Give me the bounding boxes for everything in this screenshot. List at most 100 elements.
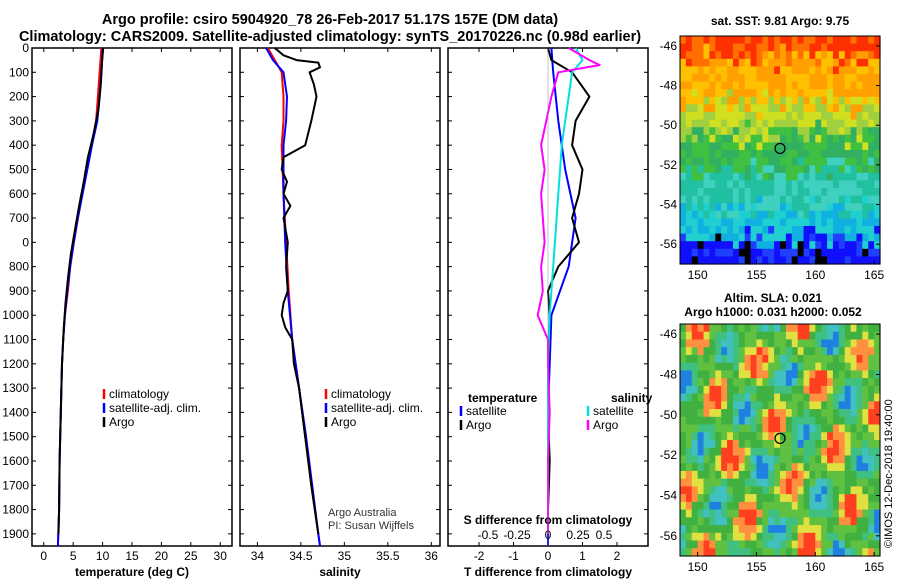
map-cell [685, 96, 693, 105]
map-cell [868, 362, 875, 371]
y-tick-label: 1500 [2, 430, 29, 444]
map-cell [685, 180, 693, 189]
map-cell [780, 172, 787, 181]
map-cell [874, 241, 881, 250]
map-cell [868, 172, 875, 181]
map-cell [862, 354, 869, 364]
map-cell [715, 324, 722, 333]
map-cell [697, 195, 705, 204]
map-cell [715, 203, 722, 212]
map-cell [791, 172, 799, 181]
map-cell [750, 494, 758, 503]
map-cell [827, 89, 834, 98]
map-cell [732, 509, 740, 518]
x-axis-label: salinity [319, 565, 361, 579]
map-cell [827, 226, 834, 235]
map-cell [797, 463, 805, 472]
map-cell [868, 226, 875, 235]
map-cell [721, 347, 728, 356]
map-cell [774, 331, 781, 341]
map-cell [680, 517, 687, 526]
map-cell [697, 409, 705, 418]
map-cell [838, 195, 846, 204]
map-cell [791, 331, 799, 341]
map-cell [715, 218, 722, 227]
map-cell [732, 36, 740, 45]
map-cell [868, 150, 875, 159]
map-cell [762, 81, 769, 90]
map-cell [756, 494, 763, 503]
map-cell [756, 440, 763, 449]
map-cell [756, 248, 763, 257]
map-cell [756, 51, 763, 60]
map-cell [738, 339, 746, 348]
map-cell [691, 540, 699, 549]
map-cell [821, 203, 828, 212]
map-cell [732, 378, 740, 387]
map-cell [715, 172, 722, 181]
map-cell [685, 81, 693, 90]
map-cell [874, 401, 881, 410]
map-cell [721, 331, 728, 341]
map-cell [762, 51, 769, 60]
map-cell [844, 440, 852, 449]
map-cell [874, 74, 881, 83]
map-cell [844, 385, 852, 395]
map-cell [727, 157, 734, 166]
map-cell [856, 440, 863, 449]
map-cell [738, 378, 746, 387]
map-cell [838, 455, 846, 464]
argo-location-marker [774, 432, 786, 444]
map-cell [750, 517, 758, 526]
map-x-tick-label: 155 [746, 268, 766, 282]
map-cell [856, 409, 863, 418]
map-cell [685, 112, 693, 121]
map-cell [791, 470, 799, 480]
map-cell [738, 478, 746, 487]
map-cell [750, 188, 758, 197]
map-cell [703, 58, 711, 67]
map-cell [727, 58, 734, 67]
map-cell [791, 96, 799, 105]
map-cell [750, 195, 758, 204]
map-cell [838, 470, 846, 480]
map-cell [774, 525, 781, 534]
map-cell [750, 157, 758, 166]
map-cell [821, 165, 828, 174]
map-cell [874, 470, 881, 480]
map-cell [868, 157, 875, 166]
map-cell [774, 36, 781, 45]
map-cell [780, 470, 787, 480]
map-cell [838, 165, 846, 174]
map-cell [844, 112, 852, 121]
map-cell [691, 51, 699, 60]
map-cell [785, 119, 793, 128]
map-cell [738, 501, 746, 511]
map-cell [785, 74, 793, 83]
map-cell [862, 455, 869, 464]
map-cell [827, 548, 834, 557]
map-cell [762, 339, 769, 348]
map-cell [703, 36, 711, 45]
map-cell [821, 58, 828, 67]
map-cell [703, 188, 711, 197]
map-cell [827, 339, 834, 348]
map-cell [797, 112, 805, 121]
map-cell [791, 218, 799, 227]
map-cell [844, 180, 852, 189]
map-cell [850, 112, 858, 121]
map-cell [844, 331, 852, 341]
map-cell [838, 104, 846, 113]
map-cell [709, 226, 716, 235]
map-cell [750, 339, 758, 348]
map-cell [697, 501, 705, 511]
map-cell [815, 378, 822, 387]
map-cell [768, 424, 775, 433]
map-cell [744, 378, 752, 387]
map-cell [780, 81, 787, 90]
map-cell [862, 165, 869, 174]
map-cell [844, 393, 852, 402]
map-cell [680, 180, 687, 189]
map-cell [685, 463, 693, 472]
map-cell [685, 470, 693, 480]
